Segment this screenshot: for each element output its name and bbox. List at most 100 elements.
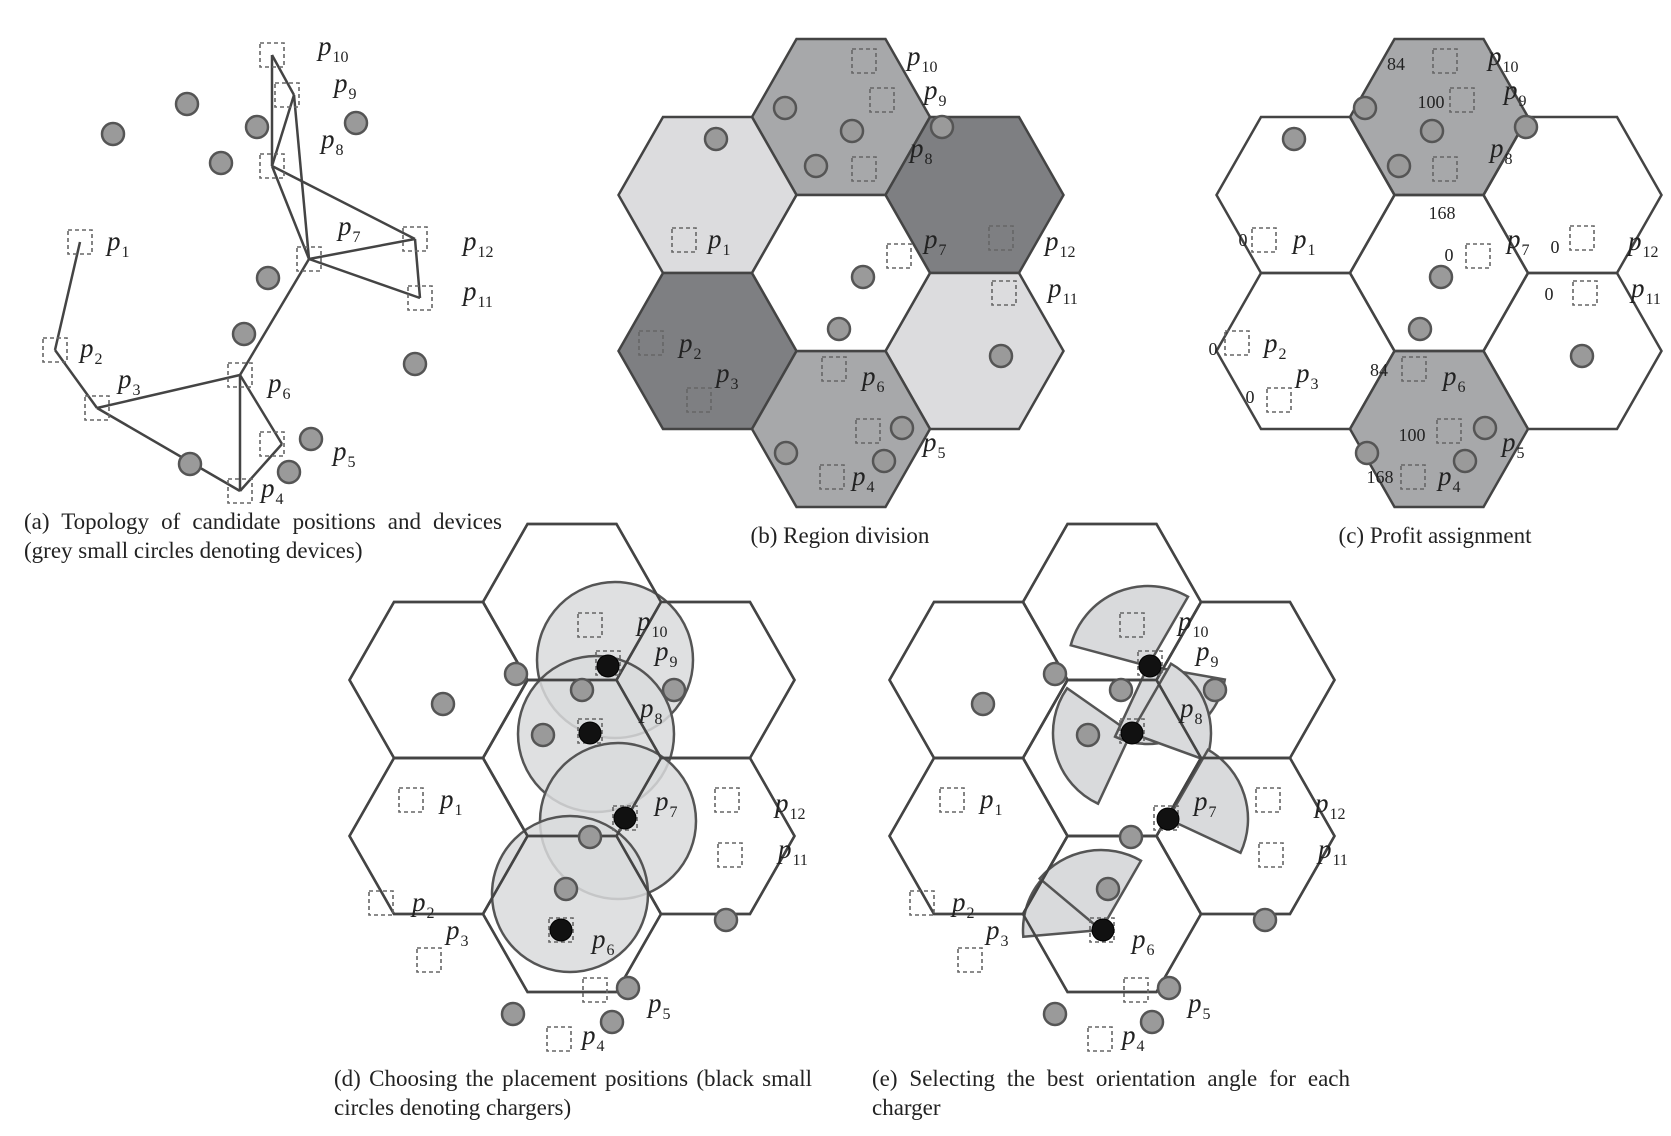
device-circle [1281, 126, 1307, 152]
device-circle [1042, 661, 1068, 687]
device-circle [850, 264, 876, 290]
position-label-p8: p8 [319, 124, 344, 159]
candidate-position-square [855, 418, 881, 444]
device-circle [569, 677, 595, 703]
candidate-position-square [296, 246, 322, 272]
position-label-p4: p4 [1120, 1020, 1145, 1055]
region-hexagon [750, 193, 932, 353]
profit-value: 0 [1445, 245, 1454, 265]
profit-value: 100 [1399, 425, 1426, 445]
candidate-position-square [819, 464, 845, 490]
profit-value: 0 [1551, 237, 1560, 257]
device-circle [244, 114, 270, 140]
device-circle [871, 448, 897, 474]
device-circle [773, 440, 799, 466]
region-hexagon [348, 600, 529, 760]
device-circle [1075, 722, 1101, 748]
profit-value: 168 [1367, 467, 1394, 487]
topology-edge [413, 238, 422, 299]
device-circle [503, 661, 529, 687]
candidate-position-square [686, 387, 712, 413]
position-label-p1: p1 [438, 784, 463, 819]
candidate-position-square [368, 890, 394, 916]
topology-edge [239, 443, 283, 492]
position-label-p7: p7 [336, 211, 361, 246]
device-circle [174, 91, 200, 117]
device-circle [703, 126, 729, 152]
position-label-p7: p7 [1505, 224, 1530, 259]
candidate-position-square [1123, 977, 1149, 1003]
charger-circle [549, 918, 573, 942]
profit-value: 0 [1239, 230, 1248, 250]
region-hexagon [348, 600, 529, 760]
topology-edge [53, 241, 82, 351]
device-circle [231, 321, 257, 347]
position-label-p9: p9 [332, 68, 357, 103]
device-circle [208, 150, 234, 176]
position-label-p2: p2 [78, 333, 103, 368]
device-circle [713, 907, 739, 933]
position-label-p11: p11 [1316, 834, 1348, 869]
position-label-p1: p1 [706, 224, 731, 259]
candidate-position-square [582, 977, 608, 1003]
candidate-position-square [851, 48, 877, 74]
candidate-position-square [957, 947, 983, 973]
candidate-position-square [1572, 280, 1598, 306]
candidate-position-square [714, 787, 740, 813]
position-label-p11: p11 [1046, 273, 1078, 308]
candidate-position-square [402, 226, 428, 252]
charger-circle [1120, 721, 1144, 745]
position-label-p4: p4 [1436, 461, 1461, 496]
candidate-position-square [67, 229, 93, 255]
device-circle [553, 876, 579, 902]
candidate-position-square [416, 947, 442, 973]
position-label-p8: p8 [638, 693, 663, 728]
device-circle [500, 1001, 526, 1027]
device-circle [988, 343, 1014, 369]
profit-value: 84 [1370, 360, 1388, 380]
candidate-position-square [1400, 464, 1426, 490]
device-circle [1513, 114, 1539, 140]
topology-edge [270, 165, 311, 260]
device-circle [100, 121, 126, 147]
device-circle [1352, 95, 1378, 121]
position-label-p11: p11 [1629, 273, 1661, 308]
region-hexagon [1348, 193, 1530, 353]
device-circle [530, 722, 556, 748]
position-label-p11: p11 [776, 834, 808, 869]
device-circle [826, 316, 852, 342]
caption-b: (b) Region division [750, 523, 930, 548]
candidate-position-square [1432, 48, 1458, 74]
position-label-p8: p8 [1178, 693, 1203, 728]
caption-c: (c) Profit assignment [1338, 523, 1532, 548]
position-label-p6: p6 [860, 361, 885, 396]
caption-d: (d) Choosing the placement positions (bl… [334, 1066, 812, 1120]
device-circle [1202, 677, 1228, 703]
topology-edge [271, 164, 416, 241]
candidate-position-square [991, 280, 1017, 306]
candidate-position-square [1251, 227, 1277, 253]
position-label-p9: p9 [653, 636, 678, 671]
topology-edge [238, 258, 311, 376]
position-label-p10: p10 [905, 41, 938, 76]
candidate-position-square [407, 285, 433, 311]
device-circle [177, 451, 203, 477]
candidate-position-square [1119, 612, 1145, 638]
caption-a: (a) Topology of candidate positions and … [24, 509, 502, 563]
position-label-p7: p7 [653, 786, 678, 821]
topology-edge [308, 257, 421, 300]
candidate-position-square [259, 42, 285, 68]
position-label-p9: p9 [1194, 636, 1219, 671]
topology-edge [292, 94, 311, 260]
device-circle [1139, 1009, 1165, 1035]
coverage-sector [1166, 748, 1250, 855]
position-label-p3: p3 [444, 915, 469, 950]
charger-circle [578, 721, 602, 745]
candidate-position-square [1255, 787, 1281, 813]
position-label-p5: p5 [1186, 988, 1211, 1023]
device-circle [803, 153, 829, 179]
candidate-position-square [577, 612, 603, 638]
candidate-position-square [259, 431, 285, 457]
